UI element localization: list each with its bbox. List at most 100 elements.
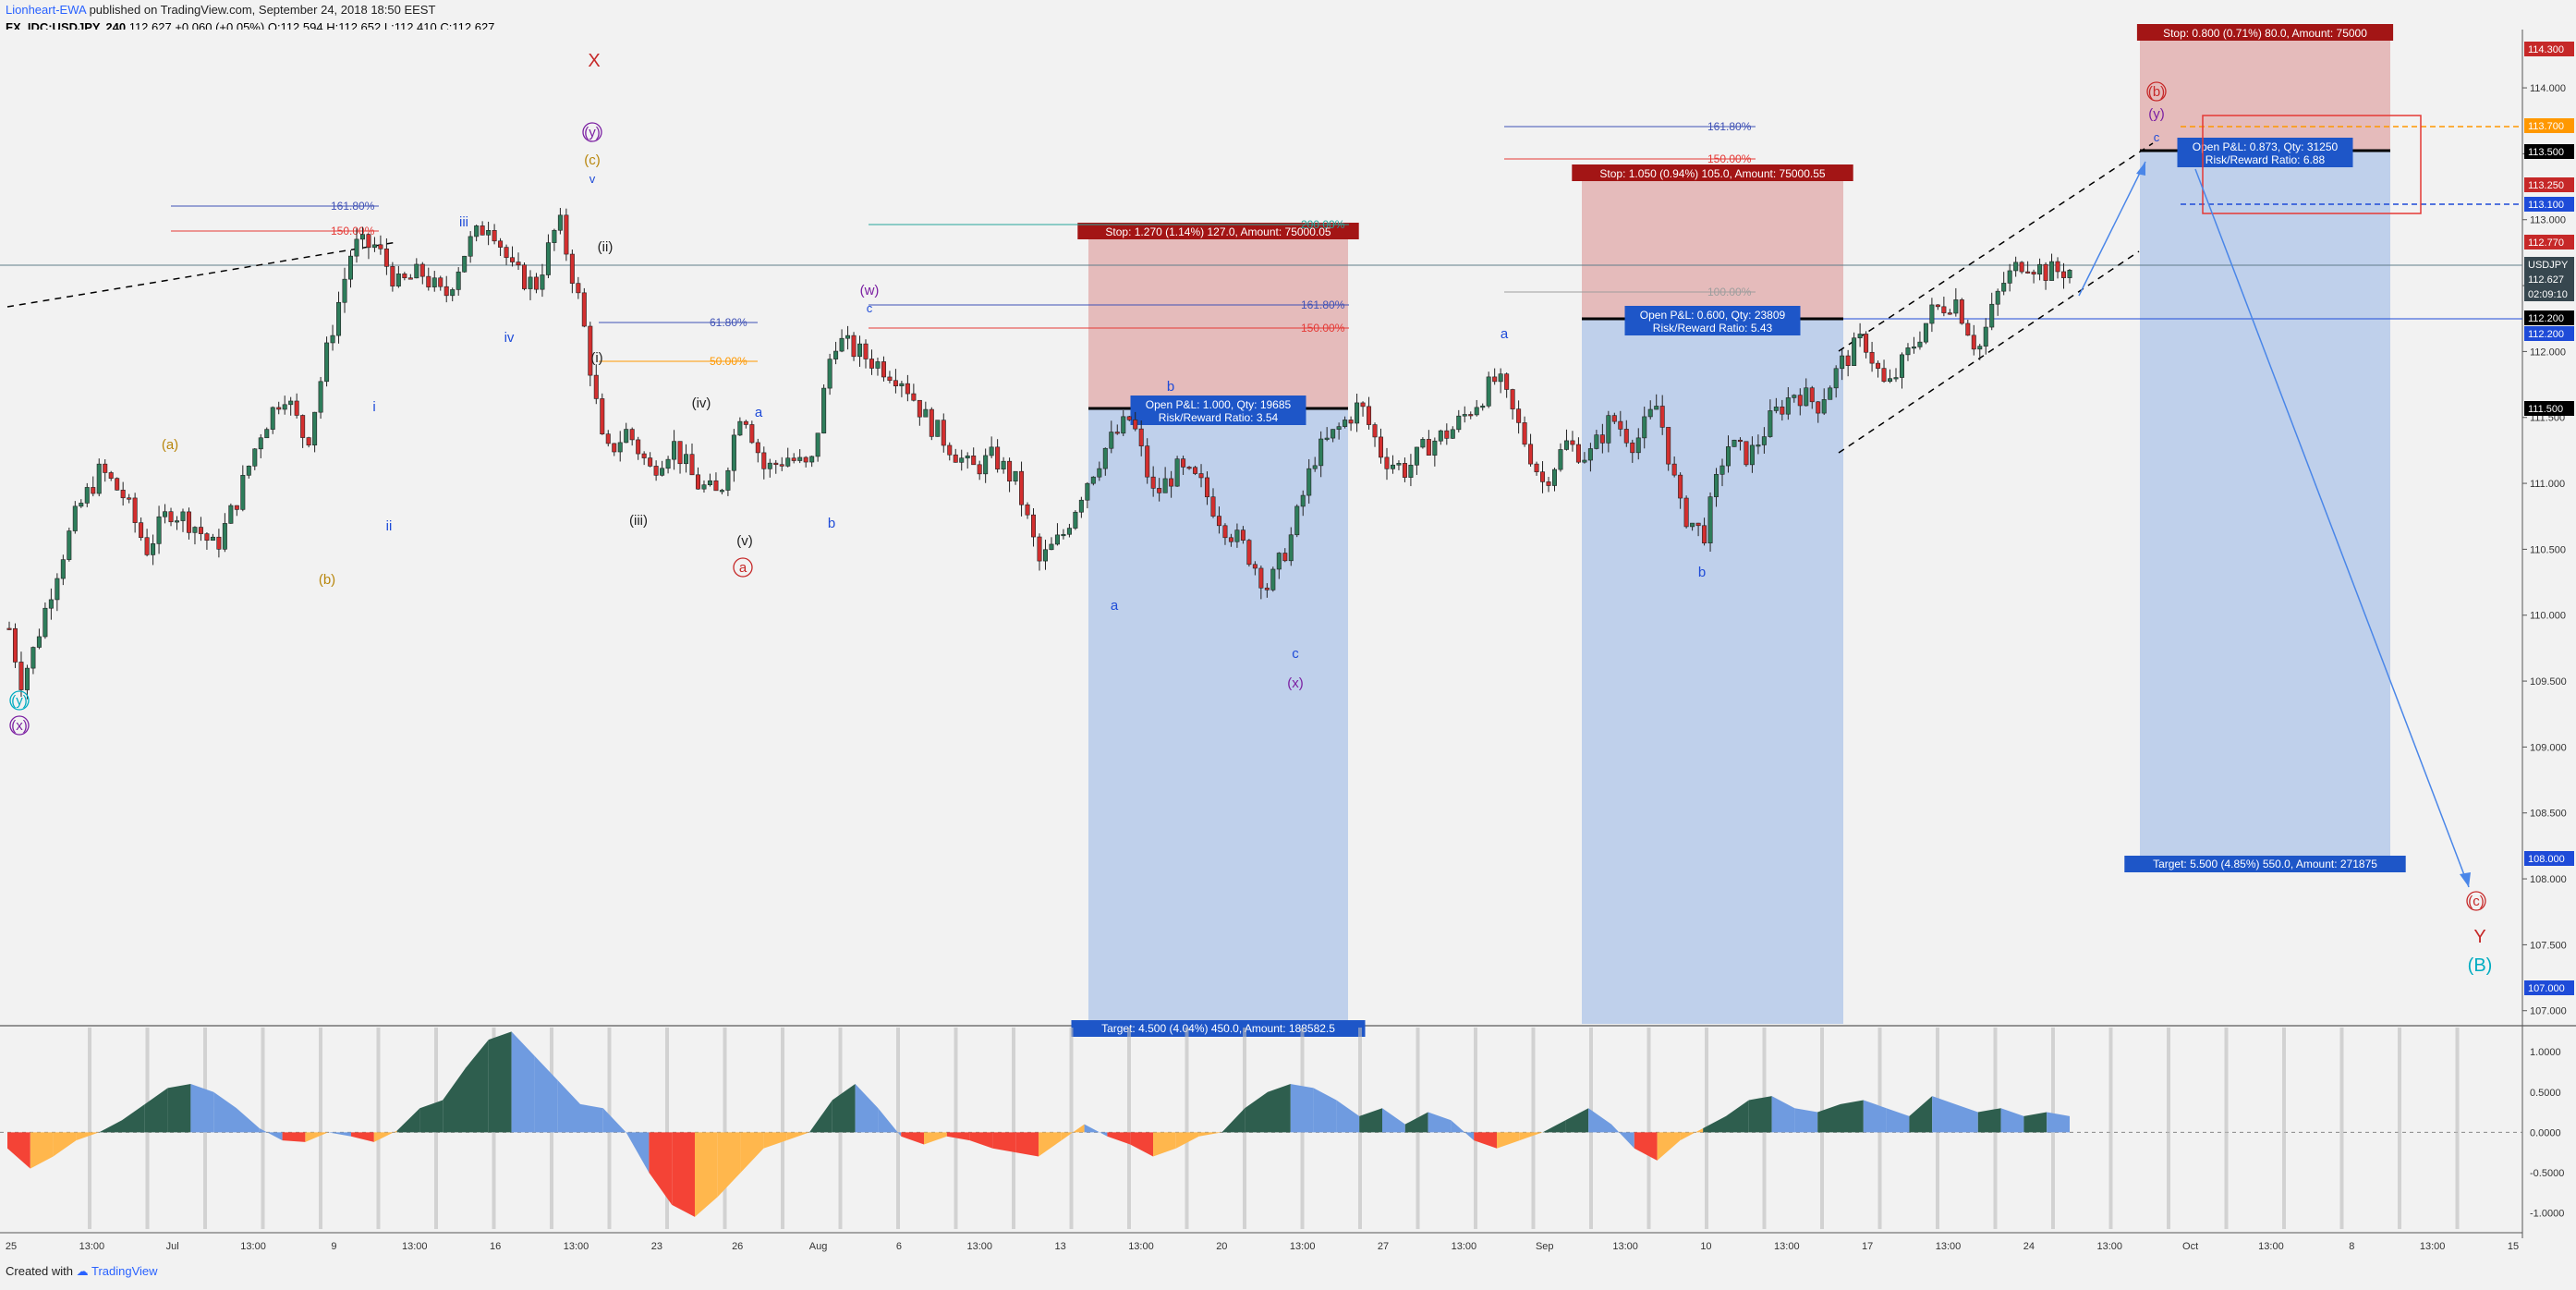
candle-body [1534,463,1539,472]
osc-bar [832,1084,856,1133]
candle-body [1379,436,1384,458]
oscillator-histogram [7,1031,2070,1217]
candle-body [648,457,653,467]
candle-body [1510,389,1515,409]
candle-body [139,522,144,539]
candle-body [456,271,461,290]
osc-bar [1268,1084,1291,1133]
candle-body [60,559,66,579]
session-bar [2282,1028,2286,1229]
candle-body [1019,470,1025,505]
candle-body [294,400,299,416]
candle-body [2037,263,2043,275]
osc-bar [924,1132,947,1145]
candle-body [875,361,881,369]
candle-body [929,408,934,437]
candle-body [600,398,605,434]
candle-body [1492,376,1498,383]
osc-bar [419,1100,444,1133]
candle-body [557,214,563,231]
candle-body [1162,478,1168,493]
candle-body [1929,304,1935,324]
osc-bar [672,1132,695,1217]
candle-body [431,277,437,287]
candle-body [1558,449,1563,470]
candle-body [731,434,736,471]
price-badge-bg-2 [2524,144,2574,159]
fib-label-8: 150.00% [1707,152,1752,165]
candle-body [354,238,359,257]
candle-body [1282,553,1288,562]
candle-body [2049,261,2055,281]
session-bar [954,1028,958,1229]
candle-body [1126,416,1132,420]
candle-body [1744,441,1749,466]
candle-body [498,240,504,248]
candle-body [516,262,521,266]
candle-body [1797,395,1803,407]
candle-body [755,442,760,454]
osc-bar [1497,1132,1520,1149]
fib-label-7: 161.80% [1707,120,1752,133]
session-bar [665,1028,669,1229]
candle-body [276,407,282,410]
candle-body [1234,529,1240,542]
candle-body [1606,415,1611,444]
wave-label-22: b [1167,379,1174,395]
candle-body [899,383,905,386]
session-bar [896,1028,900,1229]
target-label-bg-3 [2124,856,2406,872]
candle-body [1367,406,1372,425]
candle-body [923,408,929,418]
price-tick-label-7: 110.500 [2530,544,2566,555]
candle-body [419,263,425,277]
session-bar [376,1028,381,1229]
candle-body [67,530,72,560]
candle-body [1031,514,1037,538]
price-badge-8: 02:09:10 [2528,289,2568,300]
candle-body [1312,465,1318,469]
candle-body [672,441,677,460]
price-badge-bg-7 [2524,272,2574,286]
candle-body [725,469,731,491]
wave-label-4: iii [459,214,468,230]
candle-body [1133,420,1138,430]
candle-body [617,442,623,453]
candle-body [240,475,246,510]
candle-body [588,325,593,376]
candle-body [809,456,815,463]
osc-bar [1336,1100,1360,1133]
candle-body [1804,387,1809,407]
price-tick-label-0: 114.000 [2530,83,2566,94]
candle-body [1109,432,1114,449]
candle-body [120,490,126,499]
candle-body [1809,387,1815,403]
candle-body [359,234,365,240]
candle-body [815,432,820,457]
candle-body [1642,416,1647,439]
candle-body [1025,504,1030,516]
published-text: published on TradingView.com, September … [89,3,436,17]
candle-body [2013,262,2019,272]
osc-bar [901,1132,924,1145]
time-tick-28: 13:00 [2258,1241,2284,1252]
candle-body [959,457,965,463]
candle-body [851,335,857,358]
price-badge-bg-13 [2524,980,2574,995]
candle-body [1516,408,1522,423]
osc-bar [969,1132,993,1149]
candle-body [318,381,323,413]
arrowhead-down [2460,872,2471,887]
tradingview-link[interactable]: TradingView [91,1264,158,1278]
candle-body [533,276,539,290]
time-tick-9: 26 [732,1241,743,1252]
candle-body [1193,467,1198,474]
candle-body [348,255,354,280]
candle-body [605,433,611,444]
stop-label-bg-2 [1572,164,1853,181]
candle-body [1157,488,1162,493]
stop-label-2: Stop: 1.050 (0.94%) 105.0, Amount: 75000… [1599,167,1826,180]
target-zone-1 [1088,408,1348,1024]
author-link[interactable]: Lionheart-EWA [6,3,86,17]
